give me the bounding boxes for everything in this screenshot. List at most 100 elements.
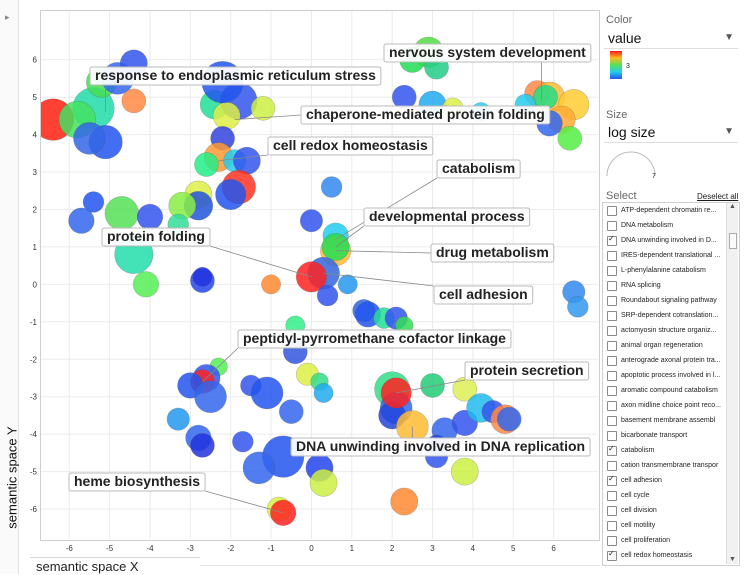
checkbox[interactable] (607, 280, 617, 291)
list-item[interactable]: bicarbonate transport (603, 428, 739, 443)
checkbox[interactable] (607, 220, 617, 231)
list-item-label: IRES-dependent translational ... (621, 252, 721, 259)
list-item[interactable]: basement membrane assembl (603, 413, 739, 428)
y-tick-label: 6 (33, 56, 38, 65)
x-tick-label: 4 (471, 544, 476, 553)
deselect-all-link[interactable]: Deselect all (697, 192, 739, 201)
checkbox[interactable] (607, 549, 617, 561)
term-bubble (136, 203, 164, 231)
side-panel-toggle[interactable]: ▸ (0, 0, 19, 574)
checkbox[interactable] (607, 340, 617, 351)
term-label-leader (323, 272, 435, 287)
checkbox[interactable] (607, 520, 617, 531)
checkbox[interactable] (607, 250, 617, 261)
term-bubble (166, 407, 190, 431)
list-item-label: apoptotic process involved in l... (621, 372, 721, 379)
term-bubble (73, 122, 106, 155)
list-item[interactable]: L-phenylalanine catabolism (603, 263, 739, 278)
term-label-text: cell adhesion (439, 286, 528, 302)
y-tick-label: 5 (33, 93, 38, 102)
term-label-box (433, 285, 534, 305)
term-bubble (278, 399, 304, 424)
term-label-box (101, 227, 211, 247)
scroll-up-icon[interactable]: ▲ (729, 203, 736, 210)
list-item[interactable]: axon midline choice point reco... (603, 398, 739, 413)
list-item[interactable]: cell cycle (603, 488, 739, 503)
scrollbar-thumb[interactable] (729, 233, 737, 249)
scroll-down-icon[interactable]: ▼ (729, 556, 736, 563)
list-item[interactable]: RNA splicing (603, 278, 739, 293)
list-item[interactable]: cell division (603, 503, 739, 518)
checkbox[interactable] (607, 370, 617, 381)
list-item[interactable]: ATP-dependent chromatin re... (603, 203, 739, 218)
checkbox[interactable] (607, 490, 617, 501)
term-label-box (68, 472, 206, 492)
list-item[interactable]: cell proliferation (603, 533, 739, 548)
checkbox[interactable] (607, 400, 617, 411)
list-item-label: cell redox homeostasis (621, 552, 693, 559)
bottom-divider (200, 565, 600, 575)
checkbox[interactable] (607, 430, 617, 441)
checkbox[interactable] (607, 535, 617, 546)
chevron-down-icon: ▼ (724, 32, 734, 43)
term-label-leader (234, 114, 302, 120)
term-label-leader (202, 347, 239, 383)
checkbox[interactable] (607, 325, 617, 336)
size-legend-value: 7 (652, 173, 656, 180)
checkbox[interactable] (607, 265, 617, 276)
checkbox[interactable] (607, 444, 617, 456)
list-item-label: anterograde axonal protein tra... (621, 357, 721, 364)
y-tick-label: 3 (33, 168, 38, 177)
list-item[interactable]: SRP-dependent cotranslation... (603, 308, 739, 323)
term-bubble (270, 499, 297, 526)
list-item[interactable]: IRES-dependent translational ... (603, 248, 739, 263)
checkbox[interactable] (607, 355, 617, 366)
checkbox[interactable] (607, 385, 617, 396)
term-label-box (237, 329, 512, 349)
x-tick-label: -1 (268, 544, 276, 553)
list-item[interactable]: animal organ regeneration (603, 338, 739, 353)
checkbox[interactable] (607, 415, 617, 426)
size-dropdown[interactable]: log size ▼ (604, 121, 738, 143)
list-item-label: aromatic compound catabolism (621, 387, 718, 394)
checkbox[interactable] (607, 505, 617, 516)
list-item-label: DNA unwinding involved in D... (621, 237, 717, 244)
list-item[interactable]: actomyosin structure organiz... (603, 323, 739, 338)
list-item[interactable]: DNA unwinding involved in D... (603, 233, 739, 248)
term-bubble (496, 406, 522, 432)
x-tick-label: -6 (66, 544, 74, 553)
term-bubble (557, 126, 583, 151)
list-item-label: L-phenylalanine catabolism (621, 267, 706, 274)
term-label-box (363, 207, 531, 227)
term-label-box (290, 437, 591, 457)
list-item[interactable]: cell adhesion (603, 473, 739, 488)
checkbox[interactable] (607, 205, 617, 216)
checkbox[interactable] (607, 295, 617, 306)
list-item[interactable]: cell redox homeostasis (603, 548, 739, 563)
term-bubble (420, 373, 445, 398)
list-item[interactable]: apoptotic process involved in l... (603, 368, 739, 383)
checkbox[interactable] (607, 460, 617, 471)
term-select-list[interactable]: ATP-dependent chromatin re... DNA metabol… (602, 202, 740, 566)
color-dropdown[interactable]: value ▼ (604, 27, 738, 49)
list-item[interactable]: cation transmembrane transpor (603, 458, 739, 473)
list-item[interactable]: anterograde axonal protein tra... (603, 353, 739, 368)
checkbox[interactable] (607, 310, 617, 321)
x-tick-label: 1 (350, 544, 355, 553)
list-item[interactable]: cell motility (603, 518, 739, 533)
term-label-leader (335, 250, 432, 254)
list-item[interactable]: aromatic compound catabolism (603, 383, 739, 398)
list-item[interactable]: DNA metabolism (603, 218, 739, 233)
term-bubble (194, 380, 227, 414)
list-scrollbar[interactable]: ▲ ▼ (726, 203, 738, 564)
list-item[interactable]: Roundabout signaling pathway (603, 293, 739, 308)
list-item[interactable]: catabolism (603, 443, 739, 458)
x-axis-label-select[interactable]: semantic space X (30, 557, 200, 574)
list-item-label: ATP-dependent chromatin re... (621, 207, 717, 214)
list-item-label: cell division (621, 507, 657, 514)
checkbox[interactable] (607, 234, 617, 246)
term-label-text: chaperone-mediated protein folding (306, 106, 545, 122)
term-label-text: developmental process (369, 208, 525, 224)
y-tick-label: -2 (30, 355, 38, 364)
checkbox[interactable] (607, 474, 617, 486)
